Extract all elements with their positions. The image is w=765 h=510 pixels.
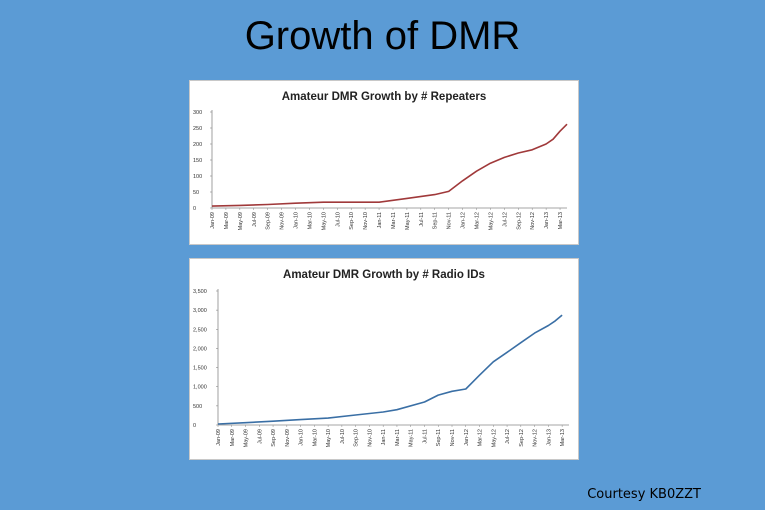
repeaters-x-tick-label: May-12 [488,212,494,230]
radio-ids-x-tick-label: May-11 [409,429,415,447]
credit-text: Courtesy KB0ZZT [587,487,701,502]
radio-ids-chart: Amateur DMR Growth by # Radio IDs 3,500 3,… [193,269,569,447]
radio-ids-x-tick-label: Mar-11 [395,429,401,446]
repeaters-x-tick-label: Nov-09 [280,212,286,230]
radio-ids-x-tick-label: Jan-11 [381,429,387,445]
repeaters-x-tick-label: Jan-10 [294,212,300,229]
radio-ids-x-tick-label: Jul-09 [257,429,263,444]
radio-ids-chart-panel: Amateur DMR Growth by # Radio IDs 3,500 3,… [189,258,579,460]
repeaters-x-tick-label: Nov-11 [447,212,453,229]
repeaters-y-tick-label: 0 [193,206,196,212]
radio-ids-y-tick-label: 2,500 [193,327,207,333]
repeaters-x-tick-label: Jul-12 [502,212,508,227]
repeaters-x-tick-label: Jan-09 [210,212,216,229]
repeaters-series-line [211,123,568,207]
radio-ids-x-tick-label: Nov-12 [533,429,539,447]
radio-ids-y-tick-label: 2,000 [193,346,207,352]
repeaters-x-tick-label: Jan-11 [377,212,383,228]
radio-ids-x-tick-label: Jan-12 [464,429,470,446]
radio-ids-chart-title: Amateur DMR Growth by # Radio IDs [283,269,485,281]
repeaters-x-tick-label: Mar-12 [475,212,481,229]
radio-ids-y-tick-label: 500 [193,404,202,410]
repeaters-y-tick-label: 250 [193,126,202,132]
repeaters-x-tick-label: Jan-13 [544,212,550,229]
repeaters-x-tick-label: Sep-09 [266,212,272,230]
radio-ids-y-tick-label: 3,500 [193,289,207,295]
repeaters-chart-panel: Amateur DMR Growth by # Repeaters 300 250 2… [189,80,579,245]
repeaters-x-tick-label: Mar-11 [391,212,397,229]
radio-ids-series-line [217,314,563,425]
radio-ids-y-tick-label: 1,500 [193,366,207,372]
radio-ids-x-tick-label: Jul-11 [422,429,428,444]
radio-ids-y-tick-label: 1,000 [193,385,207,391]
repeaters-x-tick-label: Sep-12 [516,212,522,230]
radio-ids-x-tick-label: Jan-10 [299,429,305,446]
radio-ids-x-tick-label: Jan-13 [546,429,552,446]
repeaters-x-tick-label: Mar-10 [307,212,313,229]
radio-ids-x-tick-label: Sep-10 [354,429,360,447]
radio-ids-x-tick-label: Jan-09 [216,429,222,446]
radio-ids-x-tick-label: May-12 [491,429,497,447]
repeaters-x-tick-label: Sep-10 [349,212,355,230]
radio-ids-x-tick-label: Jul-12 [505,429,511,444]
repeaters-x-tick-label: May-11 [405,212,411,230]
repeaters-x-tick-label: Jul-10 [335,212,341,227]
repeaters-chart: Amateur DMR Growth by # Repeaters 300 250 2… [193,91,568,230]
repeaters-y-tick-label: 200 [193,142,202,148]
repeaters-x-tick-label: Nov-10 [363,212,369,230]
repeaters-x-tick-label: Jan-12 [461,212,467,229]
radio-ids-y-tick-label: 3,000 [193,308,207,314]
radio-ids-x-tick-label: Nov-10 [367,429,373,447]
radio-ids-x-tick-label: Nov-09 [285,429,291,447]
repeaters-x-tick-label: May-10 [321,212,327,230]
radio-ids-x-tick-label: Nov-11 [450,429,456,446]
repeaters-x-tick-label: Nov-12 [530,212,536,230]
radio-ids-x-tick-label: Sep-09 [271,429,277,447]
repeaters-y-tick-label: 100 [193,174,202,180]
radio-ids-x-tick-label: Mar-10 [312,429,318,446]
slide-title: Growth of DMR [244,14,521,58]
repeaters-chart-title: Amateur DMR Growth by # Repeaters [282,91,487,103]
radio-ids-x-tick-label: Sep-12 [519,429,525,447]
radio-ids-x-tick-label: Jul-10 [340,429,346,444]
repeaters-x-tick-label: Jul-09 [252,212,258,227]
repeaters-x-tick-label: Jul-11 [419,212,425,227]
repeaters-x-tick-label: Mar-13 [558,212,564,229]
radio-ids-x-tick-label: Mar-09 [230,429,236,446]
repeaters-x-tick-label: May-09 [238,212,244,230]
repeaters-x-tick-label: Mar-09 [224,212,230,229]
repeaters-y-tick-label: 50 [193,190,199,196]
radio-ids-x-tick-label: Mar-12 [478,429,484,446]
radio-ids-x-tick-label: Sep-11 [436,429,442,446]
radio-ids-x-tick-label: May-10 [326,429,332,447]
radio-ids-x-tick-label: May-09 [244,429,250,447]
repeaters-x-tick-label: Sep-11 [433,212,439,229]
radio-ids-y-tick-label: 0 [193,423,196,429]
repeaters-y-tick-label: 150 [193,158,202,164]
repeaters-y-tick-label: 300 [193,110,202,116]
radio-ids-x-tick-label: Mar-13 [560,429,566,446]
